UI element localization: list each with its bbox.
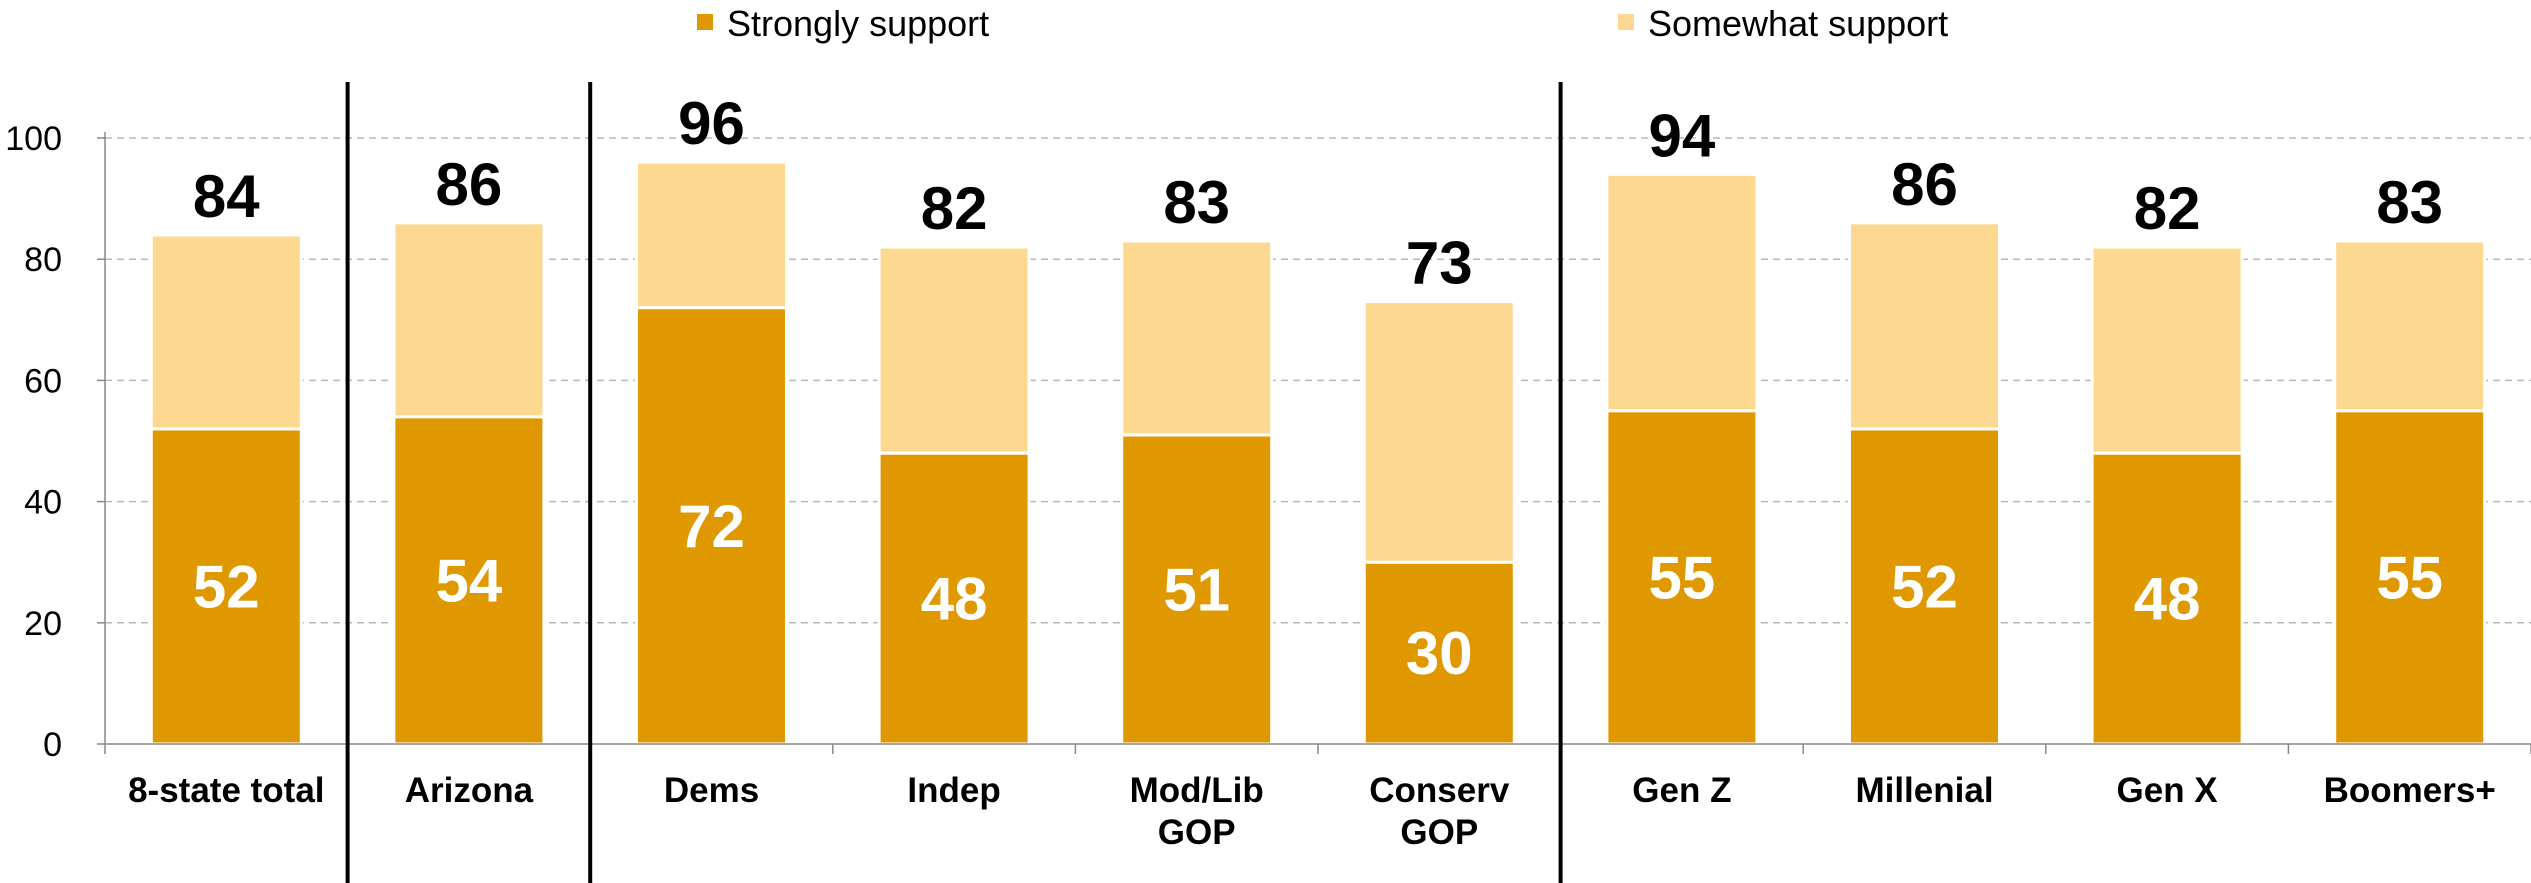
x-axis: 8-state total Arizona Dems Indep Mod/Lib GOPC… (104, 743, 2531, 852)
data-label-total: 73 (1406, 230, 1473, 297)
x-tick-label: Mod/Lib GOP (1130, 771, 1264, 852)
group-separators (345, 82, 1563, 883)
data-label-total: 83 (1163, 169, 1230, 236)
data-label-strongly: 55 (2376, 544, 2443, 611)
y-axis: 0 20 40 60 80 100 (5, 120, 106, 764)
x-tick-label-line: Millenial (1855, 771, 1993, 810)
x-tick-label-line: Dems (664, 771, 759, 810)
bar-strongly-support (392, 415, 546, 746)
bar-somewhat-support (1120, 239, 1274, 437)
data-label-total: 84 (193, 163, 260, 230)
y-tick-label: 80 (24, 241, 62, 279)
y-tick-label: 20 (24, 605, 62, 643)
bars: 52 84 54 86 72 96 48 82 51 83 30 73 55 94 52 86 48 82 55 83 (149, 90, 2487, 746)
data-label-strongly: 52 (1891, 553, 1958, 620)
x-tick-label: Boomers+ (2324, 771, 2496, 810)
bar-strongly-support (2333, 409, 2487, 746)
data-label-strongly: 51 (1163, 556, 1230, 623)
x-tick-label: Dems (664, 771, 759, 810)
data-label-total: 83 (2376, 169, 2443, 236)
legend-swatch (697, 14, 713, 30)
x-tick-label-line: 8-state total (128, 771, 324, 810)
x-tick-label: Gen Z (1632, 771, 1731, 810)
x-tick-label-line: Mod/Lib (1130, 771, 1264, 810)
bar-strongly-support (877, 451, 1031, 746)
bar-somewhat-support (149, 233, 303, 431)
x-tick-label-line: GOP (1400, 813, 1478, 852)
x-tick-label: Arizona (405, 771, 534, 810)
x-tick-label: Millenial (1855, 771, 1993, 810)
legend: Strongly support Somewhat support (697, 3, 1948, 44)
y-tick-label: 40 (24, 484, 62, 522)
data-label-total: 94 (1649, 102, 1716, 169)
x-tick-label: Indep (907, 771, 1000, 810)
data-label-strongly: 48 (2134, 566, 2201, 633)
bar-somewhat-support (2333, 239, 2487, 413)
legend-label: Somewhat support (1648, 3, 1948, 44)
data-label-strongly: 54 (436, 547, 503, 614)
bar-somewhat-support (2090, 245, 2244, 455)
x-tick-label-line: Conserv (1369, 771, 1510, 810)
bar-strongly-support (149, 427, 303, 746)
x-tick-label-line: Gen X (2117, 771, 2219, 810)
bar-strongly-support (1362, 560, 1516, 746)
data-label-total: 86 (436, 151, 503, 218)
data-label-strongly: 72 (678, 493, 745, 560)
y-tick-label: 60 (24, 362, 62, 400)
data-label-total: 82 (2134, 175, 2201, 242)
x-tick-label-line: GOP (1158, 813, 1236, 852)
bar-somewhat-support (877, 245, 1031, 455)
x-tick-label-line: Arizona (405, 771, 534, 810)
x-tick-label: Gen X (2117, 771, 2219, 810)
x-tick-label-line: Gen Z (1632, 771, 1731, 810)
x-tick-label-line: Indep (907, 771, 1000, 810)
legend-label: Strongly support (727, 3, 989, 44)
data-label-total: 86 (1891, 151, 1958, 218)
legend-swatch (1618, 14, 1634, 30)
bar-somewhat-support (1605, 172, 1759, 413)
data-label-strongly: 48 (921, 566, 988, 633)
bar-somewhat-support (1848, 221, 2001, 431)
x-tick-label-line: Boomers+ (2324, 771, 2496, 810)
data-label-strongly: 52 (193, 553, 260, 620)
bar-strongly-support (2090, 451, 2244, 746)
data-label-strongly: 30 (1406, 620, 1473, 687)
y-tick-label: 100 (5, 120, 62, 158)
x-tick-label: 8-state total (128, 771, 324, 810)
data-label-total: 96 (678, 90, 745, 157)
bar-strongly-support (1120, 433, 1274, 746)
bar-somewhat-support (392, 221, 546, 419)
data-label-strongly: 55 (1649, 544, 1716, 611)
bar-somewhat-support (1362, 300, 1516, 564)
data-label-total: 82 (921, 175, 988, 242)
x-tick-label: Conserv GOP (1369, 771, 1510, 852)
bar-somewhat-support (635, 160, 788, 310)
bar-strongly-support (1605, 409, 1759, 746)
y-tick-label: 0 (43, 726, 62, 764)
